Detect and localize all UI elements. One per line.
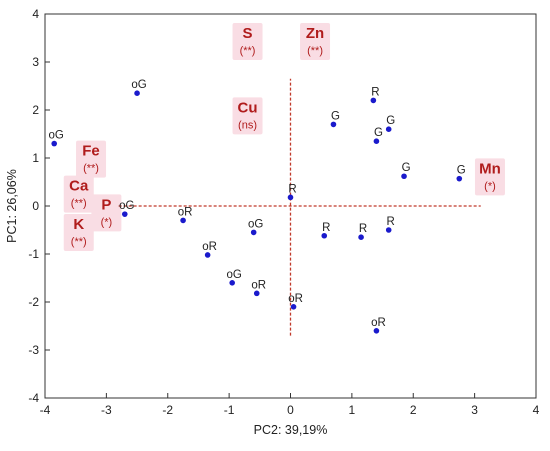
score-point-label: R [322, 222, 330, 234]
loading-label: Fe [82, 143, 100, 160]
score-point-label: oG [131, 79, 146, 91]
score-point-label: oR [178, 206, 193, 218]
score-point-label: G [402, 162, 411, 174]
x-tick-label: 2 [410, 403, 417, 417]
score-point [373, 328, 380, 334]
loading-label: S [243, 25, 253, 42]
score-point-label: R [288, 183, 296, 195]
x-tick-label: -4 [40, 403, 51, 417]
score-point [229, 280, 235, 286]
x-tick-label: -1 [224, 403, 235, 417]
loading-significance: (**) [83, 163, 99, 175]
y-tick-label: -1 [28, 247, 39, 261]
y-axis-title: PC1: 26,06% [5, 169, 19, 243]
x-tick-label: -3 [101, 403, 112, 417]
x-tick-label: -2 [162, 403, 173, 417]
score-point [358, 234, 364, 240]
score-point-label: G [331, 110, 340, 122]
score-point [180, 217, 186, 224]
score-point [134, 90, 140, 96]
loading-label-highlight [63, 175, 94, 213]
loading-significance: (**) [240, 45, 256, 57]
loading-label: Mn [479, 160, 501, 177]
y-tick-label: -3 [28, 343, 39, 357]
x-tick-label: 0 [287, 403, 294, 417]
loading-label-highlight [91, 194, 122, 232]
score-point [204, 252, 211, 258]
score-point [121, 211, 128, 217]
score-point [385, 126, 392, 132]
loading-label-highlight [63, 214, 94, 252]
score-point [401, 173, 407, 180]
loading-label-highlight [76, 140, 107, 178]
y-tick-label: 3 [32, 55, 39, 69]
y-tick-label: 0 [32, 199, 39, 213]
loading-label-highlights [63, 23, 505, 252]
loading-label: P [101, 196, 111, 213]
score-point-label: oG [49, 130, 64, 142]
loading-label: Zn [306, 25, 324, 42]
score-point [51, 140, 58, 147]
loading-significance: (*) [484, 180, 496, 192]
axis-ticks: -4 -3 -2 -1 0 1 2 3 4 -4 -3 -2 -1 0 1 2 3 4 [28, 7, 539, 417]
loading-label: K [73, 216, 84, 233]
score-point [253, 290, 260, 297]
x-tick-label: 1 [349, 403, 356, 417]
y-tick-label: 2 [32, 103, 39, 117]
x-axis-title: PC2: 39,19% [254, 423, 328, 437]
score-point-label: oR [202, 241, 217, 253]
y-tick-label: 1 [32, 151, 39, 165]
loading-significance: (**) [307, 45, 323, 57]
loading-significance: (**) [71, 198, 87, 210]
loading-label-highlight [232, 23, 263, 60]
loading-label: Cu [238, 99, 258, 116]
loading-labels: S (**) Zn (**) Cu (ns) Fe (**) Ca (**) K (**) P (*) Mn… [69, 25, 501, 248]
y-tick-label: 4 [32, 7, 39, 21]
loading-label-highlight [474, 158, 505, 196]
x-tick-label: 3 [471, 403, 478, 417]
loading-label-highlight [232, 97, 263, 135]
loading-label-highlight [300, 23, 331, 60]
score-point [250, 229, 257, 236]
score-point [370, 97, 377, 104]
loading-significance: (ns) [238, 119, 257, 131]
score-point [330, 121, 337, 128]
score-point [321, 232, 328, 239]
score-point-label: R [359, 223, 367, 235]
y-tick-label: -2 [28, 295, 39, 309]
score-point-label: oR [251, 279, 266, 291]
score-point-label: R [387, 216, 395, 228]
loading-label: Ca [69, 178, 89, 195]
y-tick-label: -4 [28, 391, 39, 405]
score-point-label: G [457, 165, 466, 177]
score-point-label: oR [371, 317, 386, 329]
score-point [373, 138, 380, 144]
score-point [456, 175, 463, 182]
score-point-label: G [386, 115, 395, 127]
score-point-label: oG [227, 269, 242, 281]
score-point-label: oG [248, 218, 263, 230]
score-point-label: G [374, 127, 383, 139]
loading-vectors [118, 78, 481, 336]
loading-significance: (*) [101, 216, 113, 228]
score-point [287, 194, 294, 201]
score-point-label: oR [288, 293, 303, 305]
loading-significance: (**) [71, 236, 87, 248]
x-tick-label: 4 [533, 403, 540, 417]
score-point-label: oG [119, 200, 134, 212]
score-point [290, 304, 297, 310]
score-point [385, 227, 392, 233]
score-point-label: R [371, 86, 379, 98]
